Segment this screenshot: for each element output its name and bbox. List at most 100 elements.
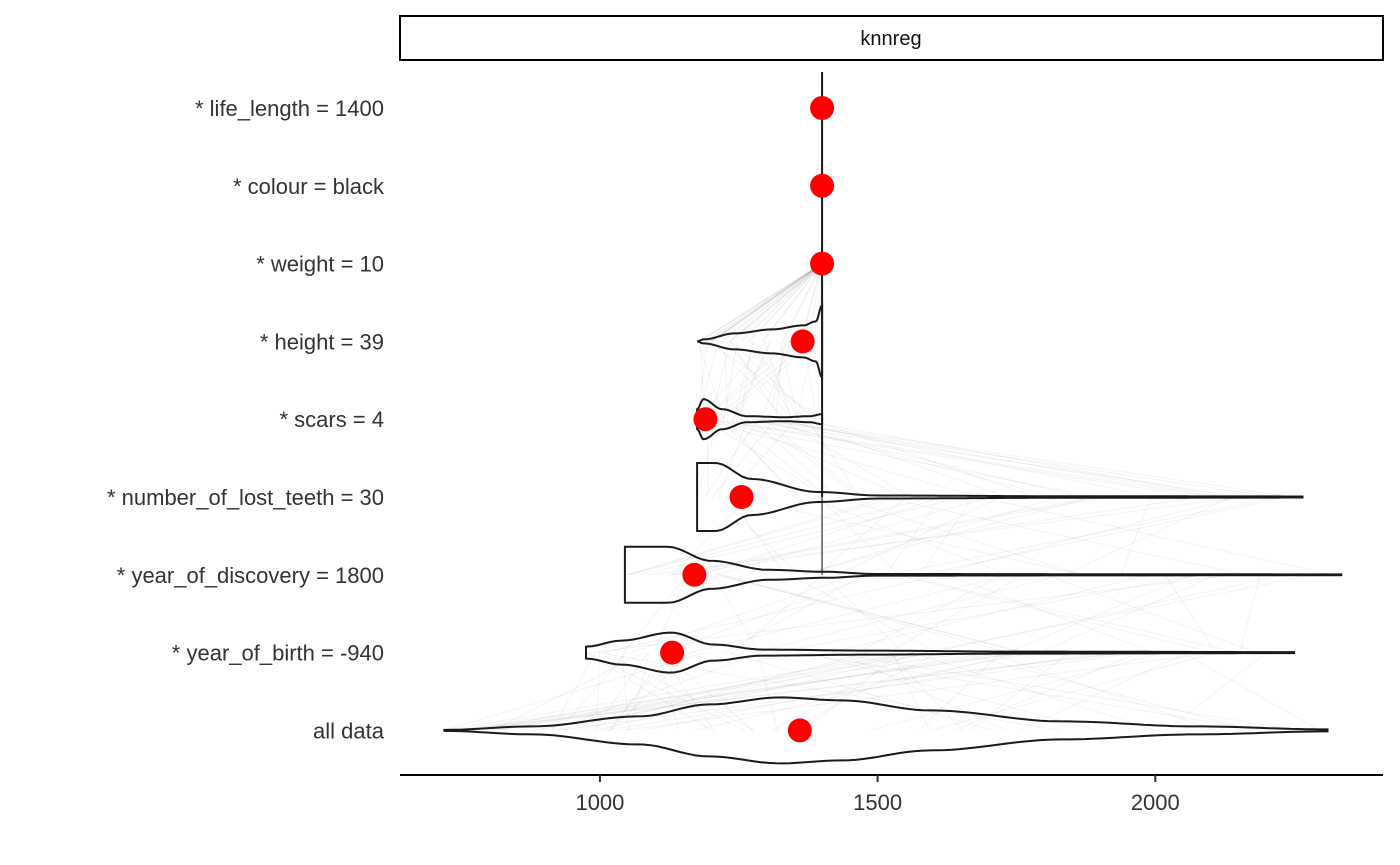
connector-line: [720, 418, 799, 498]
connector-line: [817, 496, 900, 576]
connector-line: [628, 496, 898, 576]
prediction-point-2: [810, 251, 835, 276]
connector-line: [492, 652, 1008, 731]
x-tick-label: 2000: [1131, 790, 1180, 815]
connector-line: [622, 652, 1216, 731]
connector-line: [881, 496, 1245, 576]
connector-line: [723, 574, 865, 654]
connector-line: [704, 418, 826, 498]
connector-line: [838, 652, 1007, 731]
connector-line: [725, 341, 793, 420]
connector-line: [697, 341, 725, 420]
x-axis-ticks: 1000 1500 2000: [575, 775, 1180, 815]
connector-line: [922, 574, 1314, 654]
connector-line: [947, 574, 1155, 654]
connector-line: [719, 341, 817, 420]
connector-line: [810, 418, 1036, 498]
connector-line: [1166, 652, 1267, 731]
connector-line: [959, 652, 1254, 731]
connector-line: [708, 340, 821, 420]
connector-line: [800, 263, 823, 342]
connector-line: [920, 496, 1287, 576]
connector-line: [831, 652, 1298, 731]
connector-line: [741, 263, 823, 342]
connector-line: [733, 496, 1083, 576]
connector-line: [703, 418, 760, 498]
connector-line: [803, 341, 817, 420]
connector-line: [808, 496, 1008, 576]
connector-line: [1018, 652, 1187, 731]
connector-line: [715, 263, 823, 342]
connector-line: [730, 341, 782, 420]
connector-line: [690, 574, 1010, 654]
connector-line: [747, 263, 823, 342]
connector-line: [718, 419, 748, 498]
connector-line: [704, 263, 823, 342]
connector-line: [930, 652, 1217, 731]
connector-line: [803, 652, 901, 731]
y-label-6: * year_of_discovery = 1800: [117, 563, 384, 588]
connector-line: [919, 496, 974, 576]
connector-line: [763, 341, 793, 420]
connector-line: [751, 418, 838, 498]
connector-line: [799, 263, 823, 342]
connector-line: [776, 418, 1155, 498]
connector-line: [772, 652, 913, 731]
y-axis-labels: * life_length = 1400 * colour = black * we…: [107, 96, 385, 743]
connector-line: [786, 418, 1007, 498]
connector-line: [706, 418, 1198, 498]
connector-line: [639, 496, 964, 576]
connector-line: [789, 574, 939, 654]
connector-line: [796, 341, 814, 420]
connector-line: [889, 652, 963, 731]
connector-line: [889, 496, 1279, 576]
facet-strip: [399, 15, 1384, 61]
y-label-5: * number_of_lost_teeth = 30: [107, 485, 384, 510]
prediction-point-3: [790, 329, 815, 354]
connector-line: [720, 574, 1023, 654]
connector-line: [551, 652, 597, 731]
connector-line: [1120, 496, 1152, 575]
connector-line: [550, 652, 762, 731]
connector-line: [756, 418, 860, 498]
connector-line: [712, 418, 1214, 498]
violin-4: [696, 398, 824, 441]
connector-line: [856, 574, 1003, 654]
connector-line: [713, 341, 810, 420]
connector-line: [711, 263, 823, 342]
connector-line: [802, 496, 1060, 576]
connector-line: [764, 418, 1220, 498]
connector-line: [643, 652, 1033, 731]
connector-line: [699, 341, 706, 420]
connector-line: [727, 418, 797, 498]
connector-line: [697, 341, 719, 420]
connector-line: [754, 574, 1063, 654]
violin-6: [623, 545, 1343, 604]
connector-line: [918, 652, 1002, 731]
connector-line: [469, 652, 935, 731]
violin-7: [585, 631, 1296, 674]
connector-line: [734, 574, 824, 653]
connector-line: [795, 418, 1227, 498]
connector-line: [596, 652, 601, 731]
connector-line: [710, 263, 823, 342]
connector-line: [714, 496, 991, 576]
prediction-point-7: [660, 640, 685, 665]
connector-line: [773, 574, 1201, 654]
connector-line: [698, 418, 1096, 498]
connector-line: [712, 418, 776, 498]
connector-line: [653, 574, 688, 653]
connector-line: [458, 652, 1022, 731]
connector-line: [465, 652, 1129, 731]
connector-line: [700, 263, 823, 342]
connector-line: [753, 418, 1082, 498]
connector-line: [885, 496, 941, 576]
connector-line: [836, 496, 1002, 576]
connector-line: [628, 496, 934, 576]
prediction-point-8: [787, 718, 812, 743]
connector-line: [1181, 652, 1321, 731]
x-tick-label: 1500: [853, 790, 902, 815]
connector-line: [697, 341, 767, 420]
violins: [443, 302, 1343, 765]
